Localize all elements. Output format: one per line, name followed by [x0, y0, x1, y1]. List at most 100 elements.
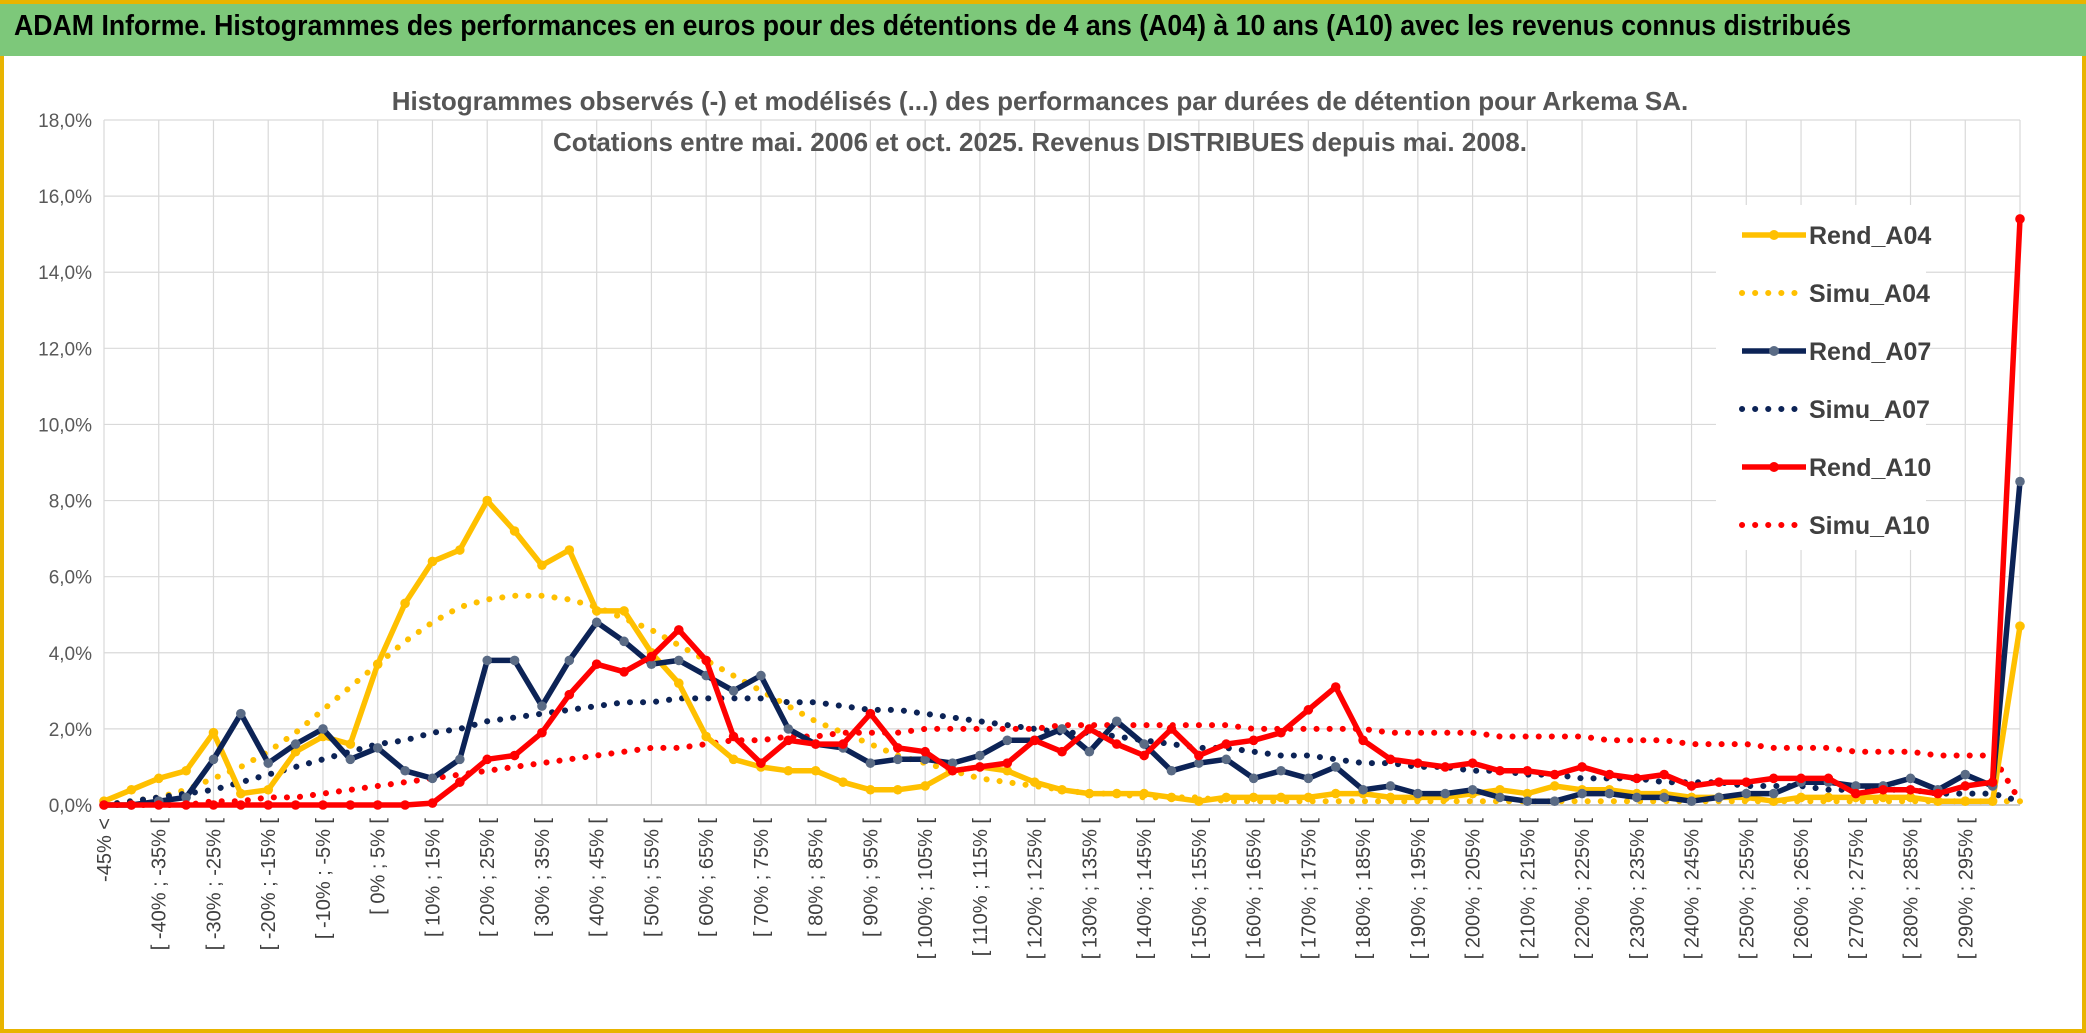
data-point-rend-a07 — [1549, 796, 1560, 806]
data-point-rend-a10 — [1796, 773, 1806, 784]
data-point-rend-a07 — [1111, 716, 1122, 727]
x-tick-label: [ 110% ; 115% [ — [970, 818, 992, 957]
data-point-rend-a04 — [345, 739, 356, 749]
data-point-rend-a04 — [728, 754, 739, 765]
data-point-rend-a07 — [2015, 476, 2025, 487]
data-point-rend-a04 — [865, 784, 876, 795]
data-point-rend-a07 — [1659, 792, 1669, 803]
data-point-rend-a10 — [1166, 724, 1177, 734]
data-point-rend-a04 — [1768, 796, 1779, 806]
data-point-rend-a10 — [1139, 750, 1149, 761]
data-point-rend-a07 — [1358, 784, 1368, 795]
data-point-rend-a04 — [1385, 792, 1396, 803]
data-point-rend-a10 — [1303, 705, 1314, 715]
y-tick-label: 18,0% — [38, 111, 92, 132]
data-point-rend-a10 — [810, 739, 821, 749]
data-point-rend-a10 — [427, 798, 438, 808]
data-point-rend-a04 — [920, 781, 930, 791]
data-point-rend-a07 — [181, 792, 191, 803]
y-tick-label: 0,0% — [49, 796, 92, 817]
data-point-rend-a07 — [1686, 796, 1697, 806]
data-point-rend-a07 — [1714, 792, 1724, 803]
data-point-rend-a04 — [1933, 796, 1943, 806]
data-point-rend-a04 — [427, 556, 438, 567]
data-point-rend-a10 — [153, 800, 164, 810]
header-banner: ADAM Informe. Histogrammes des performan… — [0, 0, 2086, 56]
x-tick-label: [ 280% ; 285% [ — [1901, 818, 1923, 960]
chart-title: Histogrammes observés (-) et modélisés (… — [392, 86, 1689, 157]
y-tick-label: 4,0% — [49, 644, 92, 665]
data-point-rend-a10 — [1714, 777, 1724, 787]
data-point-rend-a04 — [1905, 792, 1916, 803]
x-tick-label: -45% < — [94, 818, 116, 882]
data-point-rend-a07 — [208, 754, 219, 765]
axes: 0,0% 2,0% 4,0% 6,0% 8,0% 10,0% 12,0% 14,0% 16,0%… — [38, 111, 2020, 959]
data-point-rend-a10 — [1823, 773, 1834, 784]
x-tick-label: [ 10% ; 15% [ — [422, 818, 444, 937]
data-point-rend-a10 — [1850, 788, 1861, 799]
data-point-rend-a10 — [126, 800, 137, 810]
data-point-rend-a04 — [236, 788, 246, 799]
data-point-rend-a10 — [1495, 765, 1505, 776]
data-point-rend-a10 — [865, 708, 876, 719]
legend-item-simu-a04: Simu_A04 — [1739, 280, 1930, 308]
data-point-rend-a04 — [1878, 792, 1888, 803]
legend-item-rend-a10: Rend_A10 — [1742, 454, 1931, 482]
data-point-rend-a10 — [1440, 762, 1450, 772]
data-point-rend-a10 — [372, 800, 383, 810]
data-point-rend-a07 — [1194, 758, 1204, 768]
data-point-rend-a10 — [1221, 739, 1232, 749]
data-point-rend-a07 — [400, 765, 410, 776]
data-point-rend-a04 — [290, 746, 301, 757]
data-point-rend-a07 — [1413, 788, 1423, 799]
data-point-rend-a04 — [619, 606, 629, 616]
data-point-rend-a10 — [537, 727, 547, 738]
data-point-rend-a10 — [1878, 784, 1888, 795]
data-point-rend-a07 — [345, 754, 356, 765]
x-tick-label: [ -30% ; -25% [ — [203, 818, 225, 951]
data-point-rend-a07 — [1002, 735, 1013, 746]
data-point-rend-a07 — [427, 773, 438, 784]
data-point-rend-a10 — [1987, 777, 1998, 787]
data-point-rend-a04 — [208, 727, 219, 738]
legend-label: Rend_A04 — [1809, 222, 1931, 250]
legend-label: Simu_A04 — [1809, 280, 1930, 308]
data-point-rend-a04 — [674, 678, 684, 689]
data-point-rend-a04 — [591, 606, 602, 616]
x-tick-label: [ 190% ; 195% [ — [1408, 818, 1430, 960]
data-point-rend-a10 — [1029, 735, 1040, 746]
legend-box — [1716, 205, 1926, 550]
data-point-rend-a07 — [1139, 739, 1149, 749]
y-tick-label: 12,0% — [38, 339, 92, 360]
data-point-rend-a10 — [1604, 769, 1615, 780]
data-point-rend-a04 — [783, 765, 794, 776]
data-point-rend-a10 — [1905, 784, 1916, 795]
data-point-rend-a04 — [1303, 792, 1314, 803]
data-point-rend-a10 — [674, 625, 684, 635]
legend-label: Rend_A07 — [1809, 338, 1931, 366]
data-point-rend-a10 — [947, 765, 958, 776]
x-tick-label: [ 200% ; 205% [ — [1463, 818, 1485, 960]
data-point-rend-a04 — [701, 731, 711, 742]
data-point-rend-a10 — [892, 743, 903, 753]
data-point-rend-a04 — [2015, 621, 2025, 631]
data-point-rend-a07 — [865, 758, 876, 768]
x-tick-label: [ 20% ; 25% [ — [477, 818, 499, 937]
data-point-rend-a04 — [1002, 765, 1013, 776]
data-point-rend-a04 — [372, 659, 383, 669]
data-point-rend-a10 — [290, 800, 301, 810]
data-point-rend-a07 — [509, 655, 520, 666]
chart-title-line-1: Histogrammes observés (-) et modélisés (… — [392, 86, 1689, 116]
data-point-rend-a10 — [482, 754, 493, 765]
x-tick-label: [ 240% ; 245% [ — [1682, 818, 1704, 960]
data-point-rend-a10 — [1330, 682, 1341, 692]
data-point-rend-a07 — [564, 655, 575, 666]
data-point-rend-a10 — [591, 659, 602, 669]
x-tick-label: [ 180% ; 185% [ — [1353, 818, 1375, 960]
data-point-rend-a04 — [482, 495, 493, 506]
data-point-rend-a10 — [1768, 773, 1779, 784]
data-point-rend-a07 — [619, 636, 629, 647]
data-point-rend-a10 — [1194, 750, 1204, 761]
legend-marker — [1769, 230, 1779, 240]
legend-label: Rend_A10 — [1809, 454, 1931, 482]
